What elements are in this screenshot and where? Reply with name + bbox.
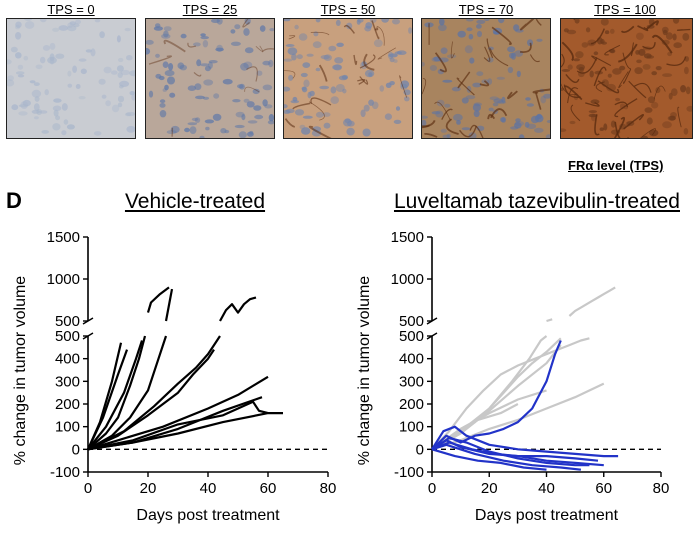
y-tick-label: 100: [55, 419, 80, 436]
x-tick-label: 80: [653, 480, 670, 497]
y-tick-label: -100: [50, 464, 80, 481]
y-axis-label: % change in tumor volume: [12, 276, 29, 466]
series-line: [431, 425, 619, 458]
y-tick-label: 1000: [391, 271, 424, 288]
panel-letter: D: [6, 188, 22, 213]
tps-label-25: TPS = 25: [182, 2, 238, 17]
y-tick-label: 0: [72, 441, 80, 458]
series-line: [87, 335, 221, 451]
ihc-image-tps-0: [6, 18, 136, 139]
y-tick-label: 1000: [47, 271, 80, 288]
y-tick-label: 300: [399, 373, 424, 390]
y-tick-label: -100: [394, 464, 424, 481]
chart-title-treated: Luveltamab tazevibulin-treated: [393, 190, 680, 213]
series-line: [431, 337, 562, 451]
series-line: [87, 335, 168, 451]
x-tick-label: 60: [260, 480, 277, 497]
y-tick-label: 500: [399, 313, 424, 330]
x-tick-label: 40: [538, 480, 555, 497]
series-line: [431, 337, 590, 451]
y-tick-label: 1500: [391, 229, 424, 246]
series-line: [87, 348, 215, 451]
series-line: [431, 448, 547, 471]
y-tick-label: 200: [399, 396, 424, 413]
x-tick-label: 0: [428, 480, 436, 497]
y-tick-label: 500: [55, 313, 80, 330]
y-tick-label: 1500: [47, 229, 80, 246]
ihc-image-tps-50: [283, 18, 413, 139]
y-tick-label: 400: [399, 351, 424, 368]
x-tick-label: 80: [320, 480, 337, 497]
ihc-image-tps-70: [421, 18, 551, 139]
series-line: [87, 412, 283, 451]
y-tick-label: 0: [416, 441, 424, 458]
x-tick-label: 20: [140, 480, 157, 497]
series-line-upper: [546, 318, 553, 323]
y-tick-label: 300: [55, 373, 80, 390]
series-line: [431, 441, 604, 467]
series-line: [87, 400, 269, 451]
series-line: [87, 375, 269, 451]
y-axis-label: % change in tumor volume: [356, 276, 373, 466]
y-tick-label: 100: [399, 419, 424, 436]
x-tick-label: 20: [481, 480, 498, 497]
y-tick-label: 200: [55, 396, 80, 413]
series-line: [87, 349, 129, 450]
tps-label-70: TPS = 70: [458, 2, 514, 17]
fr-alpha-level-label: FRα level (TPS): [568, 158, 664, 173]
chart-title-vehicle: Vehicle-treated: [124, 190, 266, 213]
series-line-upper: [568, 286, 616, 317]
series-line-upper: [164, 288, 174, 322]
y-tick-label: 400: [55, 351, 80, 368]
x-axis-label: Days post treatment: [475, 507, 619, 524]
series-line: [431, 403, 519, 451]
y-tick-label: 500: [399, 328, 424, 345]
x-tick-label: 0: [84, 480, 92, 497]
tps-label-100: TPS = 100: [594, 2, 656, 17]
y-tick-label: 500: [55, 328, 80, 345]
ihc-image-tps-100: [560, 18, 693, 139]
tps-label-0: TPS = 0: [47, 2, 95, 17]
ihc-image-tps-25: [145, 18, 275, 139]
series-line: [87, 335, 147, 451]
series-line: [431, 389, 547, 451]
x-axis-label: Days post treatment: [136, 507, 280, 524]
series-line: [86, 342, 123, 450]
x-tick-label: 40: [200, 480, 217, 497]
series-line: [431, 344, 562, 451]
x-tick-label: 60: [595, 480, 612, 497]
series-line-upper: [146, 286, 170, 313]
series-line-upper: [219, 296, 257, 322]
series-line: [87, 340, 144, 450]
tps-label-50: TPS = 50: [320, 2, 376, 17]
